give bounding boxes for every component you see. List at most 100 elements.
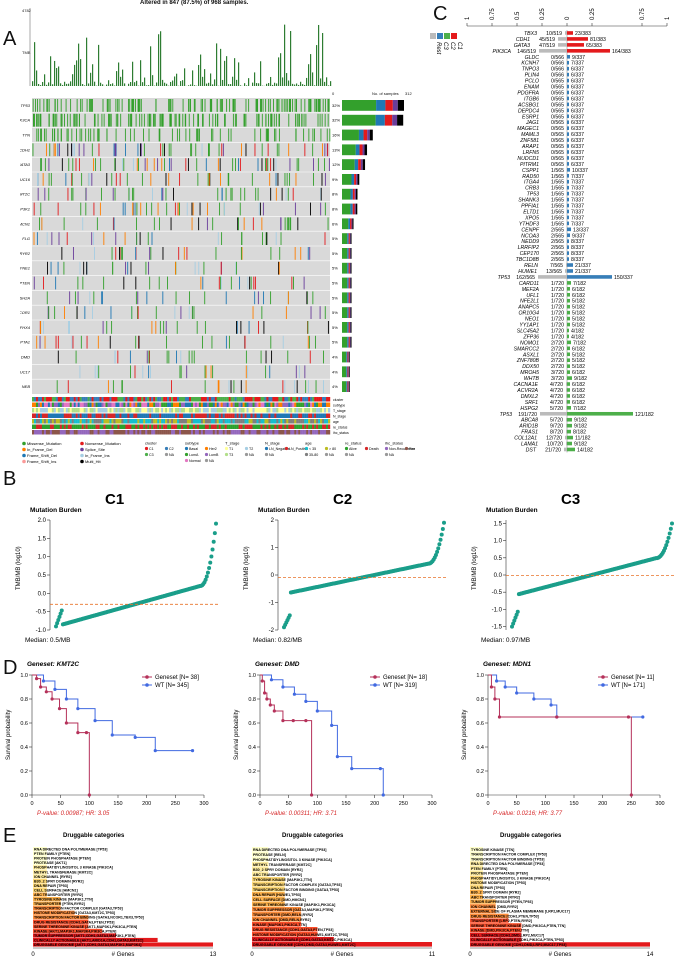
- mutation-cell: [193, 350, 195, 364]
- clinical-cell: [33, 430, 37, 435]
- mutation-cell: [68, 158, 70, 171]
- right-bar: [567, 352, 570, 357]
- clinical-cell: [222, 402, 225, 407]
- legend-swatch: [144, 446, 149, 451]
- row-gene: MROH5: [520, 370, 539, 376]
- clinical-cell: [35, 419, 39, 424]
- legend-swatch: [184, 458, 189, 463]
- y-tick-label: -1: [269, 601, 275, 607]
- clinical-cell: [216, 397, 219, 402]
- drug-bar: [252, 857, 269, 862]
- mutation-cell: [328, 99, 330, 112]
- clinical-cell: [161, 413, 164, 418]
- mutation-cell: [321, 173, 323, 186]
- drug-bar: [470, 885, 483, 890]
- tmb-bar: [226, 56, 228, 86]
- panel-label-a: A: [3, 28, 17, 50]
- drug-bar: [33, 860, 47, 865]
- clinical-cell: [123, 413, 126, 418]
- mutation-cell: [56, 380, 58, 393]
- geneset-curve-censor: [84, 731, 89, 735]
- geneset-curve-censor: [64, 721, 68, 725]
- mutation-cell: [57, 350, 59, 364]
- right-count: 9/182: [574, 376, 587, 382]
- mutation-cell: [135, 247, 137, 260]
- tmb-bar: [82, 84, 84, 86]
- mutation-cell: [304, 143, 306, 157]
- mutation-cell: [85, 202, 87, 216]
- clinical-cell: [200, 413, 204, 418]
- row-gene: ESRP1: [522, 114, 539, 120]
- gene-bar-segment: [342, 248, 348, 259]
- clinical-cell: [222, 424, 225, 429]
- gene-percent: 5%: [332, 340, 338, 345]
- gene-bar-segment: [392, 114, 398, 126]
- drug-label: DNA REPAIR [TP53]: [34, 884, 68, 888]
- mutation-cell: [222, 99, 223, 112]
- clinical-cell: [238, 413, 241, 418]
- mutation-cell: [61, 113, 63, 127]
- clinical-cell: [304, 419, 307, 424]
- legend-wt: WT [N= 171]: [611, 683, 645, 689]
- clinical-cell: [298, 397, 301, 402]
- clinical-cell: [165, 413, 168, 418]
- clinical-cell: [284, 413, 287, 418]
- mutation-cell: [317, 113, 319, 127]
- drug-label: PROTEASE [RELN]: [253, 853, 286, 857]
- mutation-cell: [137, 291, 139, 305]
- gene-bar-segment: [347, 351, 349, 363]
- mutation-cell: [183, 247, 185, 260]
- mutation-cell: [131, 306, 133, 319]
- clinical-cell: [196, 408, 200, 413]
- gene-bar-segment: [397, 100, 404, 111]
- mutation-cell: [151, 232, 153, 245]
- mutation-cell: [324, 306, 326, 319]
- clinical-cell: [115, 430, 118, 435]
- tmb-bar: [330, 81, 332, 86]
- left-bar: [564, 447, 567, 452]
- mutation-cell: [93, 202, 95, 216]
- y-tick-label: 0.6: [20, 721, 28, 727]
- legend-group-title: re_status: [345, 441, 361, 446]
- clinical-cell: [238, 402, 241, 407]
- clinical-cell: [320, 424, 323, 429]
- clinical-cell: [159, 402, 162, 407]
- gene-bar-segment: [354, 203, 356, 215]
- mutation-cell: [158, 276, 160, 290]
- mutation-cell: [309, 247, 311, 260]
- mutation-cell: [153, 217, 155, 231]
- x-min-label: 0: [31, 952, 35, 958]
- mutation-cell: [80, 202, 82, 216]
- mutation-cell: [58, 143, 60, 157]
- gene-bar-segment: [349, 262, 351, 274]
- clinical-cell: [314, 402, 317, 407]
- mutation-cell: [188, 306, 190, 319]
- clinical-cell: [208, 413, 211, 418]
- legend-swatch: [244, 452, 249, 457]
- clinical-cell: [192, 413, 196, 418]
- left-count: 2/565: [551, 257, 564, 263]
- y-tick-label: 0.8: [476, 697, 484, 703]
- mutation-cell: [69, 291, 71, 305]
- clinical-cell: [244, 402, 247, 407]
- clinical-cell: [230, 413, 233, 418]
- drug-label: TRANSPORTER [PTEN,RYR2]: [34, 902, 85, 906]
- tmb-bar: [324, 81, 326, 86]
- mutation-cell: [75, 113, 77, 127]
- tmb-bar: [48, 82, 50, 86]
- clinical-cell: [127, 430, 130, 435]
- drug-bar: [470, 899, 496, 904]
- gene-bar-segment: [397, 114, 404, 126]
- mutation-cell: [143, 113, 145, 127]
- mutation-cell: [202, 335, 203, 349]
- mutation-cell: [320, 187, 322, 201]
- tmb-bar: [278, 57, 280, 86]
- drug-bar: [252, 942, 432, 947]
- left-count: 4/720: [550, 400, 563, 406]
- clinical-cell: [278, 408, 281, 413]
- panel-b: C1 Mutation Burden TMB/MB (log10) 2.0 1.5 1.0…: [0, 490, 685, 655]
- clinical-cell: [270, 424, 273, 429]
- mutation-cell: [71, 335, 73, 349]
- clinical-cell: [304, 408, 307, 413]
- gene-label: DMD: [21, 355, 30, 360]
